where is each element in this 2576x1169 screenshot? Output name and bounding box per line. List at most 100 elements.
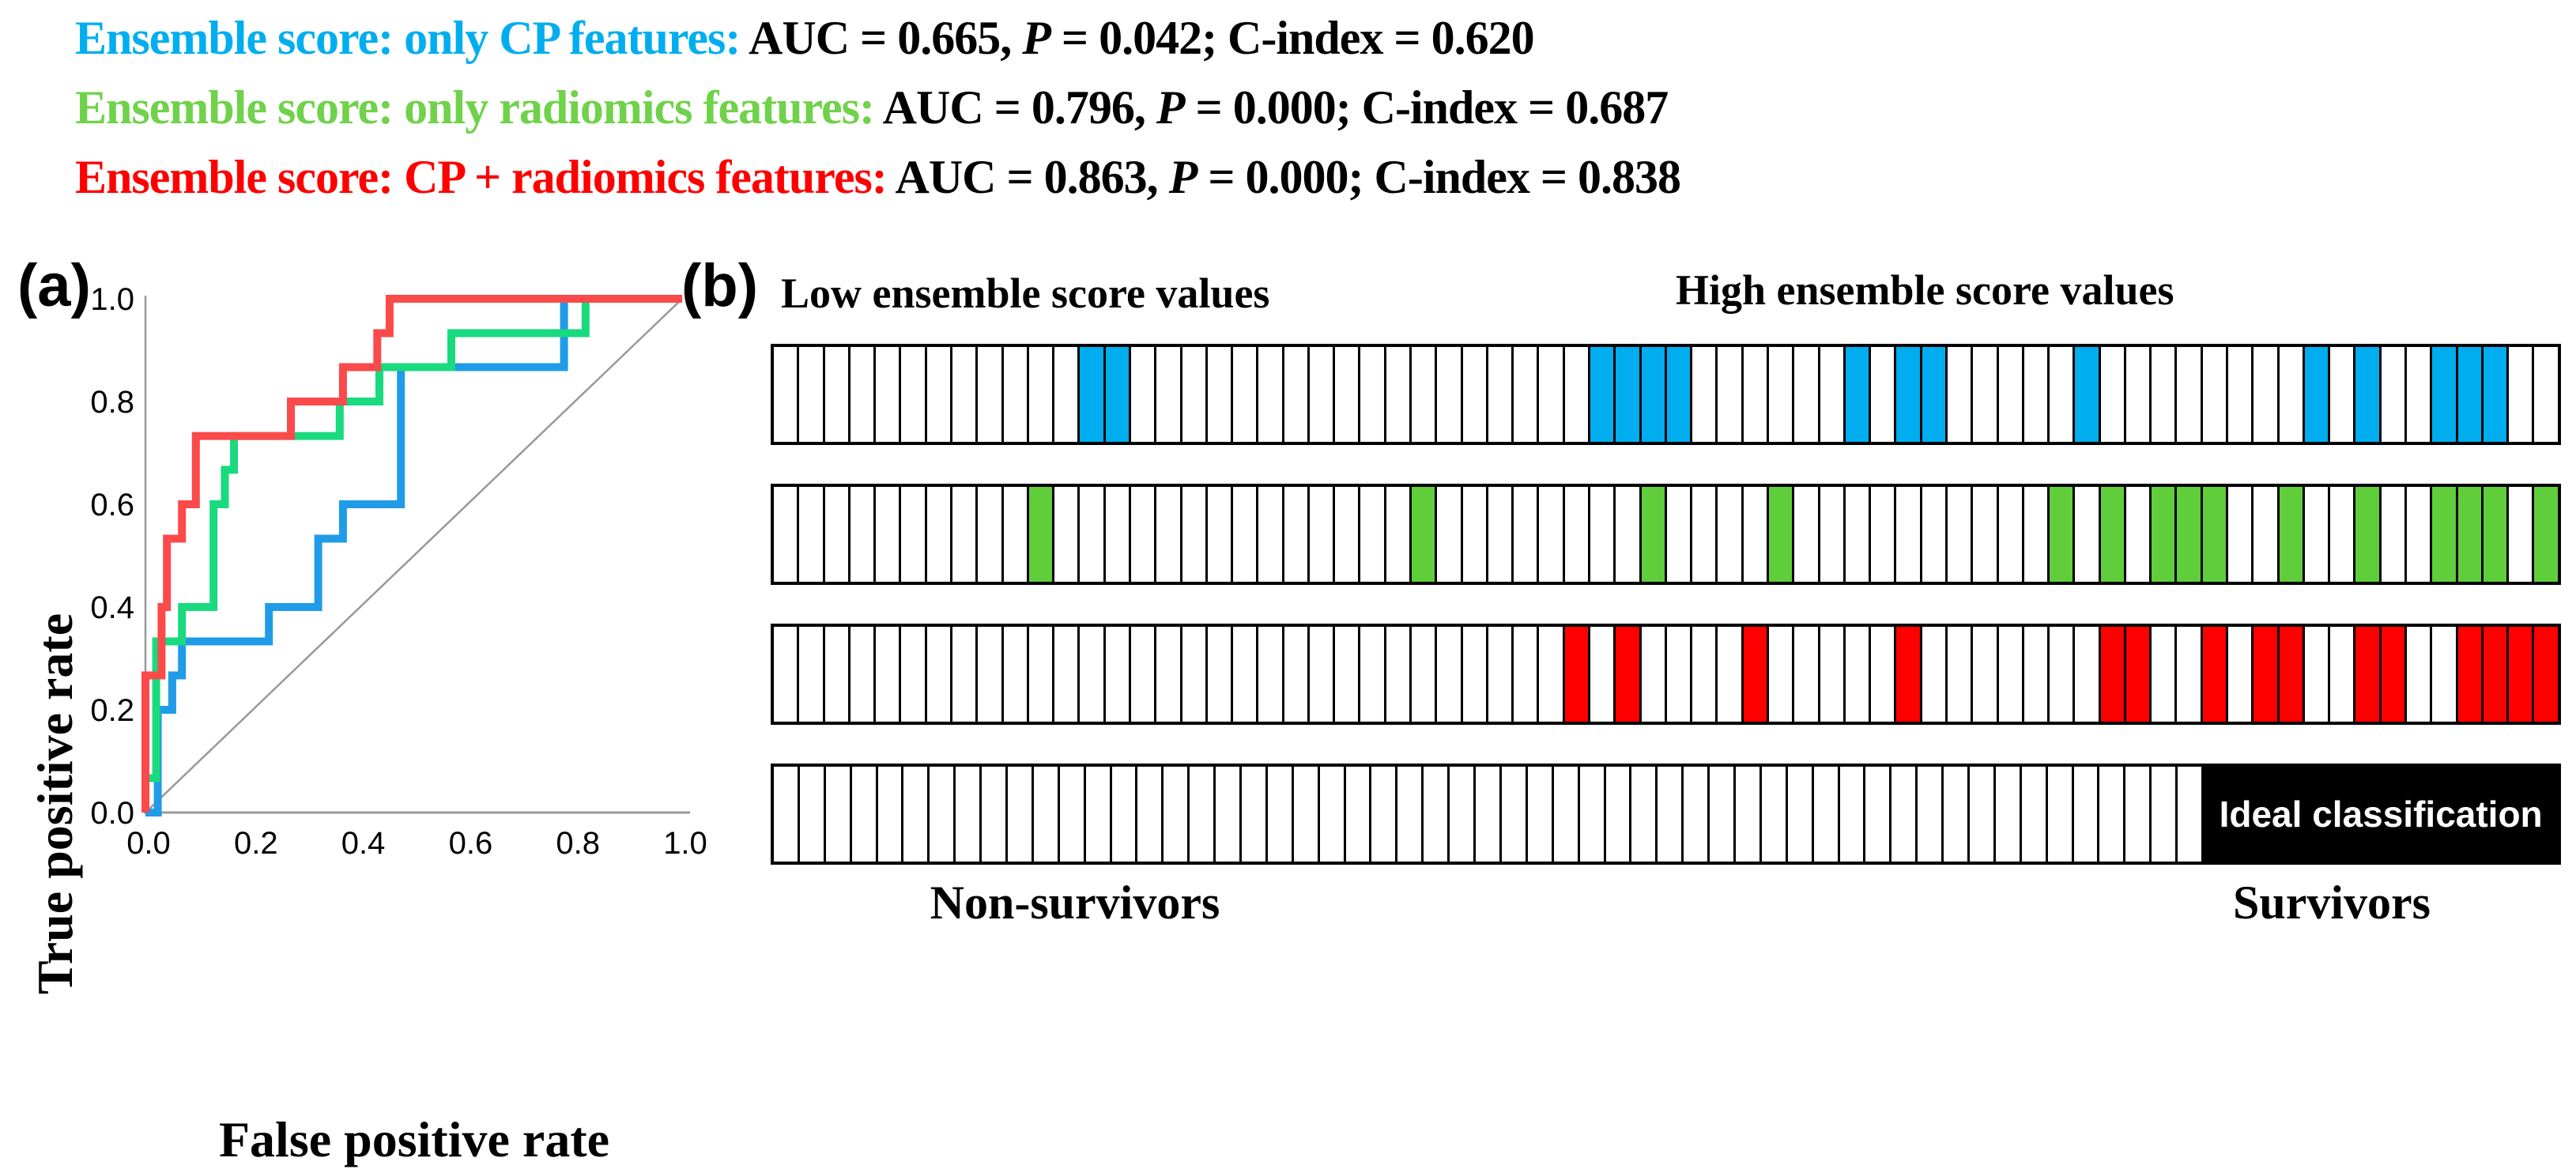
strip-cell — [1231, 627, 1257, 722]
strip-cell — [2123, 487, 2150, 582]
strip-cell — [1077, 487, 1103, 582]
strip-cell — [1639, 347, 1665, 442]
strip-cell — [2480, 347, 2507, 442]
strip-cell — [1715, 347, 1741, 442]
strip-cell — [2019, 767, 2046, 862]
strip-cell — [1971, 487, 1997, 582]
roc-svg: 0.0 0.2 0.4 0.6 0.8 1.0 0.0 0.2 0.4 0.6 0.8 1.0 — [90, 282, 707, 861]
strip-cell — [2506, 627, 2533, 722]
strip-cell — [774, 347, 798, 442]
strip-cell — [2047, 487, 2073, 582]
strip-cell — [797, 347, 823, 442]
strip-cell — [975, 347, 1001, 442]
strip-cell — [1369, 767, 1396, 862]
strip-cell — [1817, 487, 1843, 582]
panel-b-label: (b) — [681, 252, 759, 319]
strip-cell — [1817, 627, 1843, 722]
strip-cell — [1894, 487, 1920, 582]
strip-cell — [1971, 347, 1997, 442]
strip-cell — [2200, 347, 2227, 442]
strip-cell — [822, 347, 848, 442]
roc-x-tick-label: 0.0 — [126, 826, 171, 861]
strip-cell — [1154, 347, 1180, 442]
strip-cell — [1664, 487, 1691, 582]
strip-cell — [2276, 627, 2303, 722]
header-line-radiomics: Ensemble score: only radiomics features:… — [75, 81, 1669, 135]
strip-cell — [1889, 767, 1916, 862]
strip-cell — [847, 347, 874, 442]
header-stats-cp: AUC = 0.665, P = 0.042; C-index = 0.620 — [749, 12, 1535, 64]
strip-cell — [847, 487, 874, 582]
strip-cell — [1187, 767, 1214, 862]
strip-cell — [1409, 487, 1435, 582]
strip-cell — [2175, 767, 2201, 862]
strip-cell — [1869, 487, 1895, 582]
strip-cell — [797, 767, 824, 862]
strip-cell — [1052, 347, 1078, 442]
roc-x-tick-label: 0.6 — [449, 826, 493, 861]
strip-cell — [774, 627, 798, 722]
strip-cell — [1639, 487, 1665, 582]
strip-cell — [1842, 347, 1869, 442]
strip-row-radiomics — [771, 484, 2561, 585]
strip-cell — [1333, 627, 1359, 722]
strip-cell — [1409, 627, 1435, 722]
strip-cell — [1317, 767, 1344, 862]
strip-cell — [2455, 487, 2481, 582]
strip-cell — [1485, 347, 1512, 442]
strip-cell — [1333, 347, 1359, 442]
strip-cell — [979, 767, 1006, 862]
strip-cell — [823, 767, 850, 862]
strip-cell — [873, 627, 900, 722]
strip-cell — [2353, 487, 2379, 582]
strip-cell — [899, 627, 925, 722]
strip-cell — [2328, 487, 2354, 582]
strip-cell — [1103, 347, 1129, 442]
strip-cell — [1919, 627, 1945, 722]
strip-cell — [1128, 347, 1155, 442]
strip-cell — [2149, 487, 2175, 582]
strip-cell — [2455, 627, 2481, 722]
strip-cell — [1766, 487, 1793, 582]
strip-cell — [1863, 767, 1890, 862]
header-line-cp-radiomics: Ensemble score: CP + radiomics features:… — [75, 150, 1682, 205]
roc-y-tick-label: 0.0 — [90, 796, 134, 831]
strip-cell — [1613, 627, 1639, 722]
strip-cell — [1562, 627, 1588, 722]
strip-cell — [924, 487, 950, 582]
low-score-label: Low ensemble score values — [781, 270, 1270, 317]
roc-y-axis-title: True positive rate — [27, 613, 83, 995]
strip-cell — [1281, 627, 1307, 722]
strip-cell — [1154, 627, 1180, 722]
header-stats-cp-radiomics: AUC = 0.863, P = 0.000; C-index = 0.838 — [895, 151, 1682, 203]
strip-cell — [2378, 627, 2404, 722]
roc-x-tick-label: 0.4 — [341, 826, 386, 861]
strip-cell — [1485, 487, 1512, 582]
strip-cell — [1588, 627, 1614, 722]
strip-cell — [774, 767, 798, 862]
strip-cell — [1919, 347, 1945, 442]
strip-cell — [1588, 347, 1614, 442]
strip-cell — [1537, 487, 1563, 582]
strip-cell — [1511, 627, 1537, 722]
strip-cell — [1435, 347, 1461, 442]
strip-cell — [2021, 487, 2048, 582]
strip-cell — [924, 627, 950, 722]
strip-cell — [1052, 487, 1078, 582]
strip-cell — [1128, 627, 1155, 722]
strip-cell — [2149, 627, 2175, 722]
strip-cell — [1409, 347, 1435, 442]
strip-cell — [1103, 487, 1129, 582]
strip-cell — [1383, 347, 1410, 442]
strip-cell — [822, 627, 848, 722]
strip-cell — [1792, 487, 1818, 582]
strip-cell — [1307, 347, 1333, 442]
strip-cell — [2480, 487, 2507, 582]
strip-cell — [2098, 347, 2124, 442]
strip-cell — [2328, 627, 2354, 722]
strip-cell — [1031, 767, 1058, 862]
roc-reference-diagonal — [145, 298, 683, 813]
survivors-label: Survivors — [2232, 877, 2431, 929]
strip-cell — [1741, 487, 1767, 582]
strip-cell — [924, 347, 950, 442]
